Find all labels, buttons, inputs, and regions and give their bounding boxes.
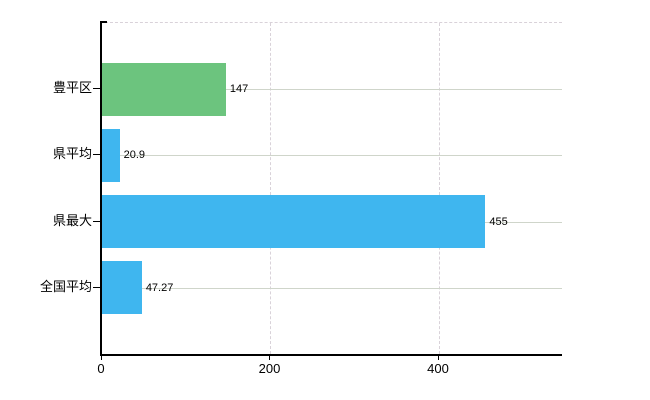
h-gridline	[102, 287, 562, 289]
y-axis-tick-mark	[93, 286, 100, 288]
category-label: 県平均	[52, 146, 92, 162]
bar	[102, 195, 486, 249]
v-gridline	[438, 23, 440, 354]
x-tick-label: 0	[97, 361, 105, 376]
h-gridline	[102, 89, 562, 91]
x-tick-label: 400	[427, 361, 449, 376]
v-gridline	[270, 23, 272, 354]
x-tick-label: 200	[258, 361, 281, 376]
bar-value-label: 47.27	[145, 281, 174, 294]
y-axis-tick-mark	[93, 154, 100, 156]
bar-value-label: 20.9	[123, 149, 146, 162]
bar-value-label: 455	[489, 215, 508, 228]
h-gridline	[102, 155, 562, 157]
bar	[102, 62, 226, 116]
category-label: 全国平均	[39, 278, 92, 294]
plot-area: 147 20.9 455 47.27	[100, 22, 562, 356]
x-axis-tick-mark	[101, 355, 102, 360]
x-axis-tick-mark	[269, 355, 271, 360]
y-axis-top-tick	[100, 21, 107, 23]
bar-value-label: 147	[229, 83, 249, 96]
y-axis-tick-mark	[93, 220, 100, 222]
bar	[102, 128, 120, 182]
bar	[102, 261, 142, 315]
y-axis-tick-mark	[93, 88, 100, 90]
x-axis-tick-mark	[437, 355, 439, 360]
category-label: 豊平区	[52, 80, 92, 96]
category-label: 県最大	[52, 212, 92, 228]
